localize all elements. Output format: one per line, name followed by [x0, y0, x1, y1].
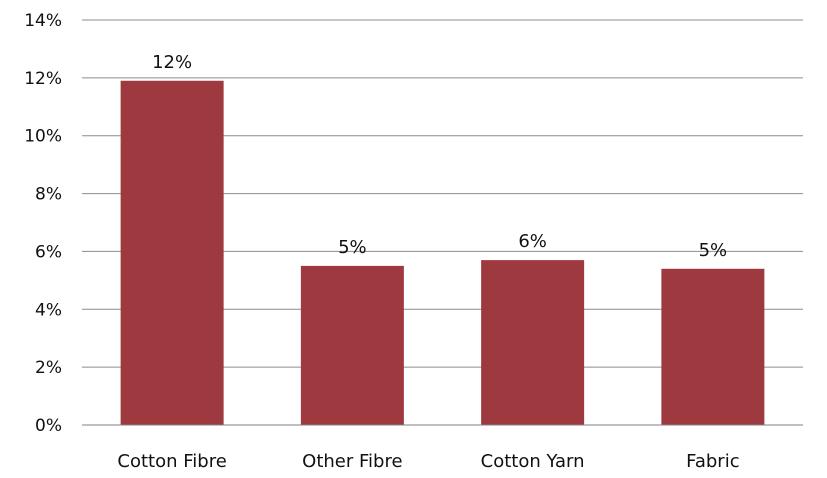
bar-value-labels: 12% 5% 6% 5% — [152, 52, 727, 261]
x-category-label: Other Fibre — [302, 451, 402, 472]
y-tick-label: 0% — [35, 416, 62, 436]
bar — [661, 268, 765, 425]
bar-value-label: 6% — [518, 231, 547, 252]
bar-value-label: 12% — [152, 52, 192, 73]
bar-value-label: 5% — [699, 240, 728, 261]
x-category-label: Cotton Fibre — [117, 451, 226, 472]
y-tick-label: 2% — [35, 358, 62, 378]
y-axis-tick-labels: 0% 2% 4% 6% 8% 10% 12% 14% — [24, 11, 62, 436]
y-tick-label: 14% — [24, 11, 62, 31]
bar — [300, 265, 404, 425]
y-tick-label: 10% — [24, 127, 62, 147]
bars — [82, 80, 803, 426]
x-category-label: Cotton Yarn — [481, 451, 585, 472]
bar — [120, 80, 224, 425]
bar — [481, 260, 585, 425]
y-tick-label: 8% — [35, 185, 62, 205]
x-category-label: Fabric — [686, 451, 739, 472]
x-axis-category-labels: Cotton Fibre Other Fibre Cotton Yarn Fabric — [117, 451, 739, 472]
y-tick-label: 6% — [35, 242, 62, 262]
y-tick-label: 4% — [35, 300, 62, 320]
bar-value-label: 5% — [338, 237, 367, 258]
y-tick-label: 12% — [24, 69, 62, 89]
